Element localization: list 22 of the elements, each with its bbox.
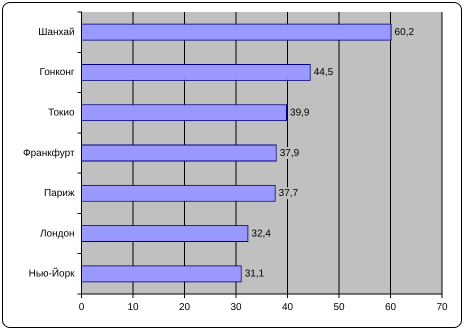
y-tick-label: Нью-Йорк [28,266,76,280]
data-label: 37,7 [278,188,299,200]
x-tick-label: 40 [282,302,294,313]
y-tick-label: Лондон [40,228,75,240]
data-label: 39,9 [290,107,310,118]
x-tick-label: 50 [333,302,346,313]
y-tick-label: Токио [48,107,75,118]
data-label: 31,1 [244,268,265,280]
x-tick-label: 10 [127,302,140,313]
data-label: 60,2 [394,26,414,38]
x-tick-label: 70 [436,302,448,313]
data-label: 44,5 [314,67,334,78]
y-tick-label: Париж [44,188,75,200]
x-tick-label: 0 [78,302,85,313]
y-tick-label: Гонконг [39,67,75,78]
data-label: 32,4 [251,228,272,240]
y-tick-label: Франкфурт [22,148,75,159]
y-tick-label: Шанхай [38,26,75,38]
x-tick-label: 30 [230,302,242,313]
data-label: 37,9 [280,148,300,159]
x-tick-label: 60 [384,302,397,313]
x-tick-label: 20 [178,302,191,313]
